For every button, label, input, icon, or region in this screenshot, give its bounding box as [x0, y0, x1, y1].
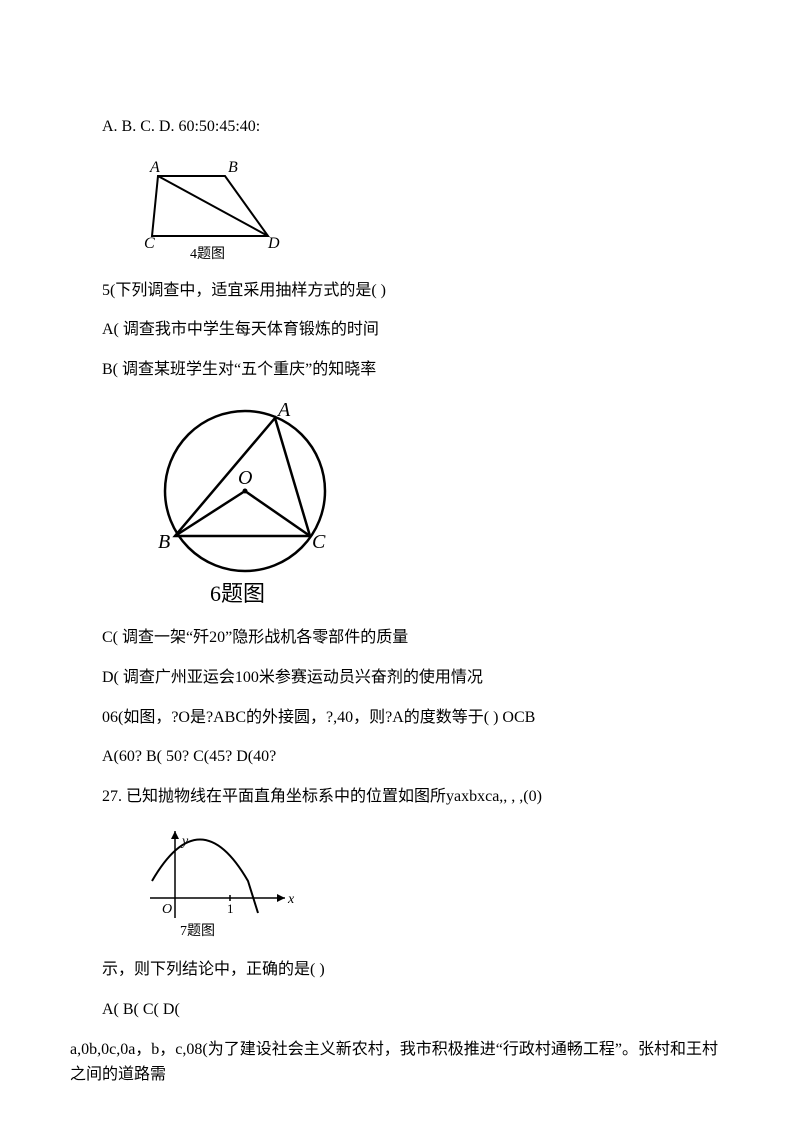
label-O: O — [238, 467, 252, 489]
y-arrow — [171, 831, 179, 839]
radius-ob — [175, 491, 245, 536]
q5-opt-b: B( 调查某班学生对“五个重庆”的知晓率 — [70, 357, 730, 383]
q6-stem: 06(如图，?O是?ABC的外接圆，?,40，则?A的度数等于( ) OCB — [70, 705, 730, 731]
label-B: B — [158, 531, 170, 553]
label-C: C — [312, 531, 326, 553]
q7-after: 示，则下列结论中，正确的是( ) — [70, 957, 730, 983]
label-A: A — [149, 159, 160, 176]
label-A: A — [276, 399, 291, 421]
figure-6: A B C O 6题图 — [140, 396, 730, 611]
center-dot — [243, 489, 248, 494]
x-arrow — [277, 894, 285, 902]
label-O: O — [162, 902, 172, 917]
label-C: C — [144, 235, 155, 252]
q5-opt-c: C( 调查一架“歼20”隐形战机各零部件的质量 — [70, 625, 730, 651]
figure-4: A B C D 4题图 — [140, 154, 730, 264]
q6-opts: A(60? B( 50? C(45? D(40? — [70, 744, 730, 770]
label-y: y — [180, 834, 189, 849]
q7-stem: 27. 已知抛物线在平面直角坐标系中的位置如图所yaxbxca,, , ,(0) — [70, 784, 730, 810]
q7-opts: A( B( C( D( — [70, 997, 730, 1023]
label-x: x — [287, 892, 295, 907]
q5-opt-d: D( 调查广州亚运会100米参赛运动员兴奋剂的使用情况 — [70, 665, 730, 691]
q5-opt-a: A( 调查我市中学生每天体育锻炼的时间 — [70, 317, 730, 343]
answer-line: A. B. C. D. 60:50:45:40: — [70, 114, 730, 140]
label-B: B — [228, 159, 238, 176]
figure-7: y x O 1 7题图 — [140, 823, 730, 943]
caption-4: 4题图 — [190, 247, 225, 262]
diagonal — [158, 176, 268, 236]
label-1: 1 — [227, 901, 234, 916]
tail-text: a,0b,0c,0a，b，c,08(为了建设社会主义新农村，我市积极推进“行政村… — [70, 1037, 730, 1088]
label-D: D — [267, 235, 280, 252]
q5-stem: 5(下列调查中，适宜采用抽样方式的是( ) — [70, 278, 730, 304]
caption-7: 7题图 — [180, 924, 215, 939]
caption-6: 6题图 — [210, 581, 265, 606]
radius-oc — [245, 491, 310, 536]
